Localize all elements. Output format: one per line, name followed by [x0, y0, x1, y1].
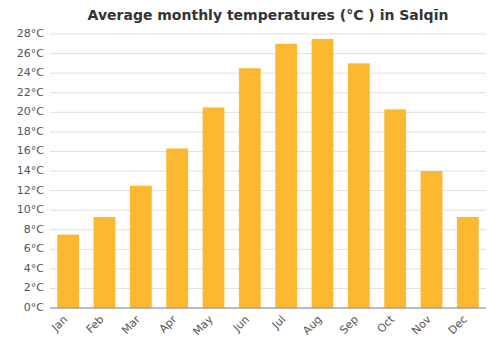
y-tick-label: 24°C: [17, 66, 44, 79]
y-tick-label: 6°C: [24, 242, 44, 255]
bar: [130, 186, 152, 308]
y-grid: [50, 34, 486, 308]
grid-line: [50, 53, 486, 54]
title: Average monthly temperatures (°C ) in Sa…: [88, 7, 449, 23]
bar: [384, 109, 406, 308]
y-tick-label: 28°C: [17, 27, 44, 40]
grid-line: [50, 92, 486, 93]
x-axis-line: [50, 308, 486, 309]
x-tick-label: Mar: [119, 313, 143, 337]
bar: [457, 217, 479, 308]
y-tick-label: 18°C: [17, 125, 44, 138]
x-axis: Jan Feb Mar Apr May Jun Jul Aug Sep Oct Nov Dec: [48, 308, 486, 338]
x-tick-label: Jul: [269, 313, 288, 332]
x-tick-label: Nov: [409, 313, 434, 338]
y-tick-label: 4°C: [24, 262, 44, 275]
y-tick-label: 16°C: [17, 144, 44, 157]
x-tick-label: Aug: [300, 313, 324, 337]
x-tick-label: Feb: [84, 313, 107, 336]
x-tick-label: Dec: [446, 313, 470, 337]
y-tick-label: 2°C: [24, 281, 44, 294]
y-axis: 0°C 2°C 4°C 6°C 8°C 10°C 12°C 14°C 16°C 18°C 20°C 2…: [17, 27, 44, 314]
chart: Average monthly temperatures (°C ) in Sa…: [0, 0, 500, 350]
bar: [57, 235, 79, 308]
y-tick-label: 10°C: [17, 203, 44, 216]
bar: [348, 63, 370, 308]
bar: [94, 217, 116, 308]
bars: [57, 39, 478, 308]
x-tick-label: Apr: [157, 313, 180, 336]
grid-line: [50, 151, 486, 152]
bar: [203, 107, 225, 308]
bar: [275, 44, 297, 308]
y-tick-label: 0°C: [24, 301, 44, 314]
y-tick-label: 20°C: [17, 105, 44, 118]
chart-root: Average monthly temperatures (°C ) in Sa…: [0, 0, 500, 350]
grid-line: [50, 308, 486, 309]
y-tick-label: 8°C: [24, 223, 44, 236]
bar: [166, 148, 188, 308]
bar: [421, 171, 443, 308]
grid-line: [50, 73, 486, 74]
bar: [312, 39, 334, 308]
x-tick-label: Oct: [375, 312, 398, 335]
y-tick-label: 26°C: [17, 47, 44, 60]
y-tick-label: 14°C: [17, 164, 44, 177]
y-tick-label: 12°C: [17, 184, 44, 197]
grid-line: [50, 34, 486, 35]
x-tick-label: Jan: [48, 313, 70, 335]
bar: [239, 68, 261, 308]
x-tick-label: Sep: [337, 313, 361, 337]
grid-line: [50, 112, 486, 113]
grid-line: [50, 131, 486, 132]
x-tick-label: May: [190, 313, 216, 339]
y-tick-label: 22°C: [17, 86, 44, 99]
x-tick-label: Jun: [230, 313, 252, 335]
